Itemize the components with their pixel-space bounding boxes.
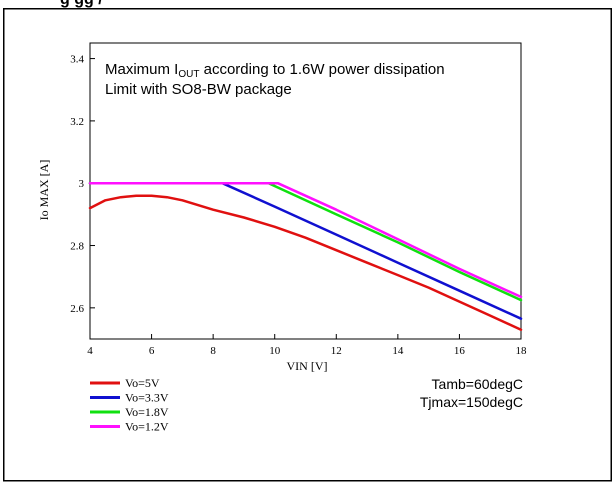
y-axis-ticks: 2.6 2.8 3 3.2 3.4 (70, 54, 95, 315)
clipped-header-text: g gg / (60, 0, 103, 8)
x-tick-label: 16 (454, 345, 466, 357)
series-line-1 (88, 194, 523, 331)
figure-frame (3, 8, 612, 482)
series-line-3 (88, 181, 523, 302)
y-tick-label: 2.6 (70, 303, 84, 315)
legend-label-2: Vo=3.3V (125, 391, 169, 405)
legend-label-3: Vo=1.8V (125, 405, 169, 419)
y-tick-label: 3.2 (70, 116, 84, 128)
note-tjmax: Tjmax=150degC (420, 394, 523, 410)
plot-border (89, 42, 522, 340)
chart-title-line1: Maximum IOUT according to 1.6W power dis… (105, 61, 445, 80)
y-tick-label: 3.4 (70, 54, 84, 66)
x-tick-label: 6 (149, 345, 155, 357)
x-tick-label: 8 (210, 345, 216, 357)
x-tick-label: 4 (87, 345, 93, 357)
y-tick-label: 3 (79, 178, 85, 190)
y-tick-label: 2.8 (70, 241, 84, 253)
y-axis-label: Io MAX [A] (37, 160, 51, 221)
x-axis-label: VIN [V] (287, 359, 328, 373)
series-line-2 (88, 181, 523, 320)
x-axis-ticks: 4 6 8 10 12 14 16 18 (87, 334, 527, 357)
series-line-4 (88, 181, 523, 299)
series-lines (88, 181, 523, 331)
x-tick-label: 14 (392, 345, 404, 357)
x-tick-label: 10 (269, 345, 281, 357)
legend-label-4: Vo=1.2V (125, 420, 169, 434)
chart-title-line2: Limit with SO8-BW package (105, 81, 292, 98)
legend-label-1: Vo=5V (125, 376, 160, 390)
x-tick-label: 18 (516, 345, 528, 357)
plot-area: 4 6 8 10 12 14 16 18 2.6 2.8 3 3.2 3.4 (70, 42, 527, 357)
x-tick-label: 12 (331, 345, 342, 357)
note-tamb: Tamb=60degC (432, 376, 523, 392)
